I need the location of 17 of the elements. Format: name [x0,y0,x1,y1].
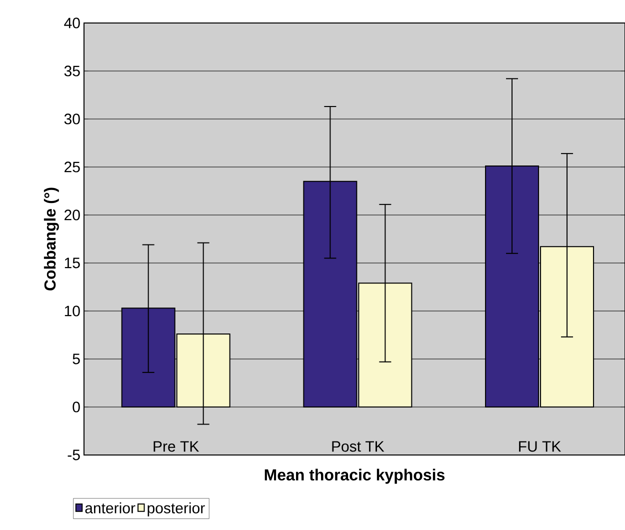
y-tick-label: 20 [64,210,80,220]
y-tick-label: 30 [64,114,80,124]
x-tick-label: Pre TK [154,441,199,452]
y-tick-label: 25 [64,162,80,172]
legend-label: posterior [148,502,205,516]
y-tick-label: 0 [72,402,80,412]
y-tick-label: 15 [64,258,80,268]
legend-label: anterior [85,502,136,514]
x-axis-title: Mean thoracic kyphosis [264,468,445,484]
y-tick-label: -5 [68,450,80,460]
x-tick-label: FU TK [519,441,562,452]
y-tick-label: 5 [72,354,80,364]
x-tick-label: Post TK [332,441,384,452]
y-tick-label: 35 [64,66,80,76]
y-axis-title: Cobbangle (°) [44,188,59,290]
y-tick-label: 40 [64,18,80,28]
y-tick-label: 10 [64,306,80,316]
